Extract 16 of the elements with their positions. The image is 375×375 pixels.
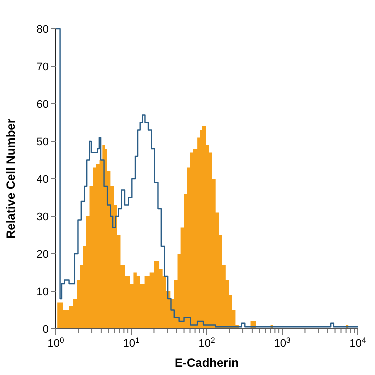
x-tick-label: 10$^{3}$ bbox=[274, 336, 291, 350]
y-tick-label: 10 bbox=[36, 286, 49, 298]
y-tick-label: 40 bbox=[36, 174, 49, 186]
y-axis-title: Relative Cell Number bbox=[4, 118, 18, 240]
y-tick-label: 30 bbox=[36, 212, 49, 224]
x-axis-title: E-Cadherin bbox=[174, 356, 240, 370]
y-tick-label: 20 bbox=[36, 249, 49, 261]
y-tick-label: 70 bbox=[36, 62, 49, 74]
y-tick-label: 80 bbox=[36, 24, 49, 36]
y-tick-label: 50 bbox=[36, 136, 49, 148]
y-tick-label: 60 bbox=[36, 99, 49, 111]
x-tick-label: 10$^{2}$ bbox=[198, 336, 216, 350]
x-tick-label: 10$^{4}$ bbox=[350, 336, 367, 350]
x-tick-label: 10$^{0}$ bbox=[48, 336, 64, 350]
x-tick-label: 10$^{1}$ bbox=[123, 336, 140, 350]
y-tick-label: 0 bbox=[42, 324, 49, 336]
